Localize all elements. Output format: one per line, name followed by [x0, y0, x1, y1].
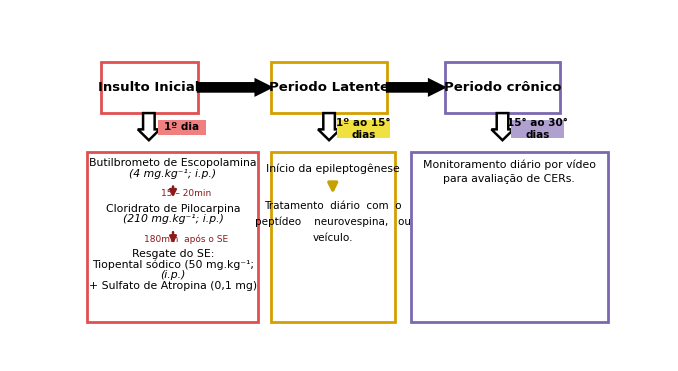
- FancyBboxPatch shape: [337, 119, 390, 138]
- Text: Tratamento  diário  com  o
peptídeo    neurovespina,   ou
veículo.: Tratamento diário com o peptídeo neurove…: [255, 201, 411, 243]
- FancyBboxPatch shape: [100, 62, 198, 113]
- Text: 180min  após o SE: 180min após o SE: [144, 234, 228, 244]
- Text: 1º dia: 1º dia: [164, 122, 199, 132]
- Text: (i.p.): (i.p.): [160, 270, 186, 280]
- Text: Resgate do SE:: Resgate do SE:: [132, 249, 214, 259]
- Text: (210 mg.kg⁻¹; i.p.): (210 mg.kg⁻¹; i.p.): [123, 214, 224, 224]
- FancyBboxPatch shape: [411, 152, 607, 322]
- FancyBboxPatch shape: [271, 152, 395, 322]
- Text: Início da epileptogênese: Início da epileptogênese: [266, 164, 399, 174]
- Polygon shape: [492, 113, 513, 140]
- FancyBboxPatch shape: [445, 62, 560, 113]
- Polygon shape: [198, 79, 271, 95]
- Text: 15 – 20min: 15 – 20min: [161, 189, 212, 198]
- Text: (4 mg.kg⁻¹; i.p.): (4 mg.kg⁻¹; i.p.): [129, 169, 216, 179]
- Text: Insulto Inicial: Insulto Inicial: [98, 81, 200, 94]
- Polygon shape: [138, 113, 160, 140]
- Text: Tiopental sódico (50 mg.kg⁻¹;: Tiopental sódico (50 mg.kg⁻¹;: [92, 260, 254, 270]
- Text: Periodo crônico: Periodo crônico: [443, 81, 561, 94]
- Text: Monitoramento diário por vídeo
para avaliação de CERs.: Monitoramento diário por vídeo para aval…: [423, 160, 596, 184]
- Polygon shape: [387, 79, 445, 95]
- FancyBboxPatch shape: [87, 152, 258, 322]
- Text: Cloridrato de Pilocarpina: Cloridrato de Pilocarpina: [106, 204, 240, 214]
- Text: Periodo Latente: Periodo Latente: [269, 81, 389, 94]
- FancyBboxPatch shape: [511, 119, 564, 138]
- Text: 15° ao 30°
dias: 15° ao 30° dias: [507, 118, 568, 140]
- Text: + Sulfato de Atropina (0,1 mg): + Sulfato de Atropina (0,1 mg): [89, 281, 257, 291]
- Polygon shape: [318, 113, 340, 140]
- FancyBboxPatch shape: [159, 119, 205, 135]
- Text: Butilbrometo de Escopolamina: Butilbrometo de Escopolamina: [89, 158, 257, 168]
- FancyBboxPatch shape: [271, 62, 387, 113]
- Text: 1º ao 15°
dias: 1º ao 15° dias: [336, 118, 391, 140]
